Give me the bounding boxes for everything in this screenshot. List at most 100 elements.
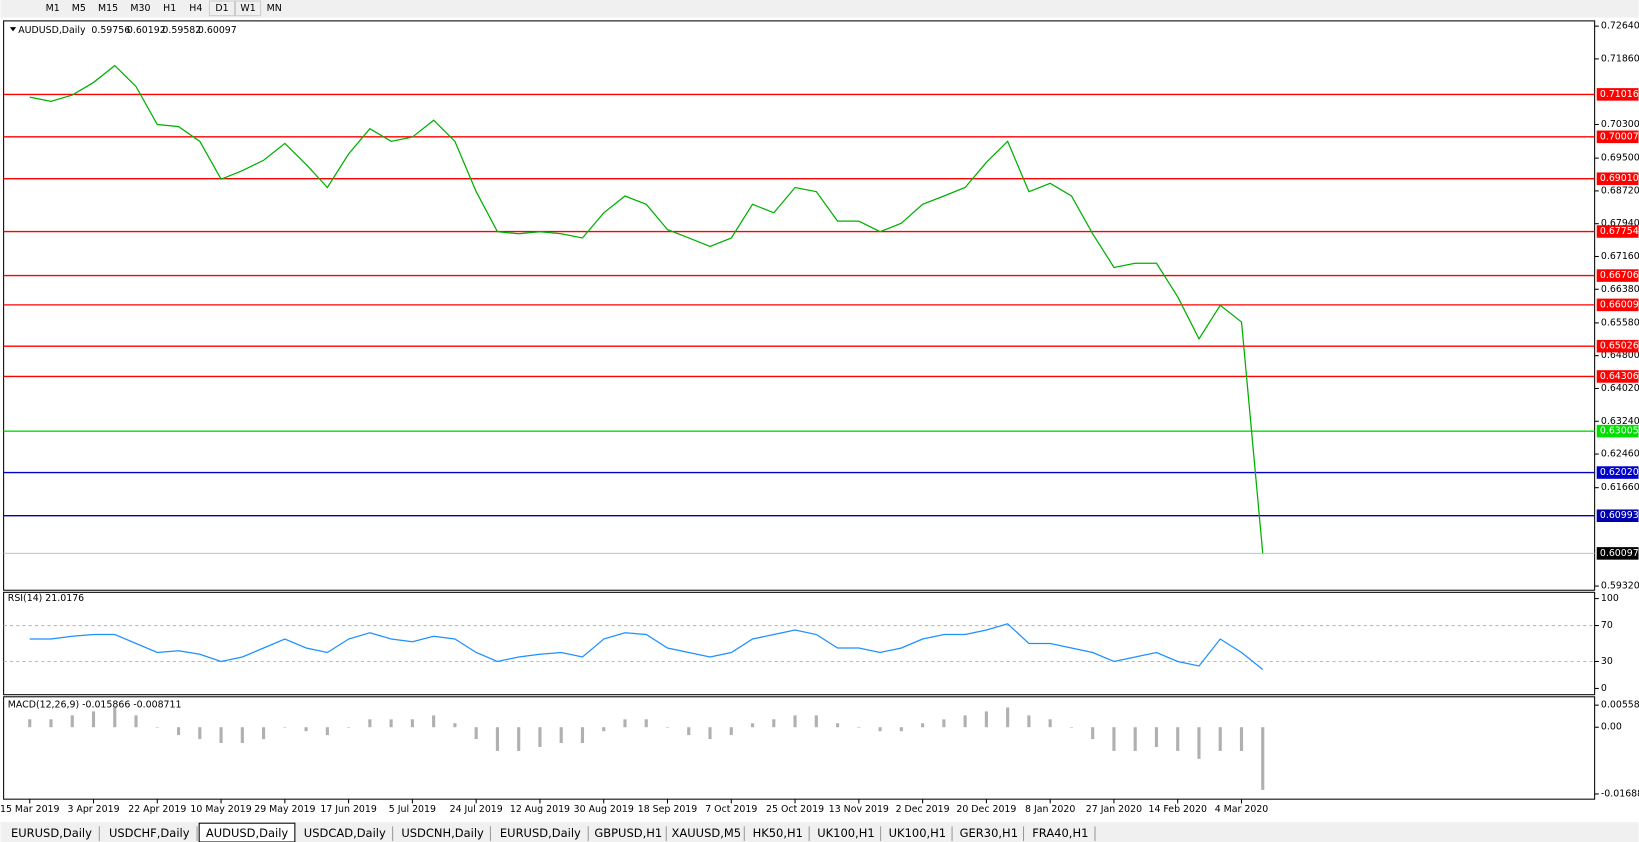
y-tick-label: 0.69500 <box>1601 153 1639 164</box>
chart-area <box>0 17 1639 823</box>
timeframe-label: H1 <box>163 3 176 14</box>
x-tick-label: 3 Apr 2019 <box>67 804 119 815</box>
tab-label: AUDUSD,Daily <box>206 826 289 840</box>
chart-tab[interactable] <box>746 825 810 842</box>
chart-tab[interactable] <box>668 825 745 842</box>
y-tick-label: 0.64020 <box>1601 383 1639 394</box>
macd-bar <box>687 727 691 736</box>
macd-bar <box>602 727 606 732</box>
macd-bar <box>368 719 372 728</box>
macd-bar <box>984 711 988 728</box>
macd-bar <box>28 719 32 728</box>
y-tick-label: 30 <box>1601 656 1613 667</box>
timeframe-button[interactable] <box>261 1 287 16</box>
macd-bar <box>347 727 351 728</box>
macd-bar <box>921 723 925 728</box>
chart-tab[interactable] <box>101 825 198 842</box>
y-tick-label: 0.70300 <box>1601 119 1639 130</box>
timeframe-button[interactable] <box>208 0 236 17</box>
tab-label: FRA40,H1 <box>1032 826 1088 840</box>
x-tick-label: 22 Apr 2019 <box>128 804 186 815</box>
current-price-tag <box>1596 547 1639 560</box>
x-tick-label: 18 Sep 2019 <box>638 804 698 815</box>
macd-bar <box>1112 727 1116 751</box>
timeframe-button[interactable] <box>40 1 66 16</box>
chart-tab[interactable] <box>198 822 296 842</box>
macd-bar <box>474 727 478 740</box>
macd-bar <box>750 723 755 728</box>
level-tag <box>1596 172 1639 185</box>
macd-bar <box>793 715 797 728</box>
timeframe-label: H4 <box>189 3 202 14</box>
chart-tab[interactable] <box>1025 825 1095 842</box>
x-tick-label: 5 Jul 2019 <box>389 804 436 815</box>
chart-tab[interactable] <box>394 825 491 842</box>
y-tick-label: 0.71860 <box>1601 53 1639 64</box>
macd-bar <box>963 715 967 728</box>
macd-bar <box>665 727 670 728</box>
chart-tab[interactable] <box>296 825 393 842</box>
chart-tab[interactable] <box>3 825 100 842</box>
level-tag <box>1596 424 1639 438</box>
y-tick-label: 0.63240 <box>1601 416 1639 427</box>
x-tick-label: 14 Feb 2020 <box>1148 804 1206 815</box>
chart-tab[interactable] <box>811 825 881 842</box>
timeframe-button[interactable] <box>183 1 209 16</box>
chart-tab[interactable] <box>492 825 589 842</box>
macd-bar <box>389 719 393 728</box>
chart-tab[interactable] <box>882 825 953 842</box>
macd-bar <box>644 719 648 728</box>
chart-tab[interactable] <box>590 825 667 842</box>
timeframe-button[interactable] <box>157 1 183 16</box>
macd-bar <box>1006 707 1010 728</box>
macd-bar <box>538 727 542 747</box>
ohlc-value: 0.60192 <box>127 25 166 36</box>
y-tick-label: 0.005587 <box>1601 700 1639 711</box>
panel-title: MACD(12,26,9) -0.015866 -0.008711 <box>8 700 182 711</box>
y-tick-label: 0.61660 <box>1601 482 1639 493</box>
current-price-label: 0.60097 <box>1600 548 1639 559</box>
rsi-line <box>29 623 1264 671</box>
y-tick-label: 0.66380 <box>1601 284 1639 295</box>
timeframe-label: D1 <box>215 3 228 14</box>
macd-bar <box>91 711 96 728</box>
tab-label: USDCNH,Daily <box>401 826 484 840</box>
level-label: 0.62020 <box>1600 467 1639 478</box>
macd-bar <box>836 723 840 728</box>
macd-bar <box>772 719 776 728</box>
timeframe-button[interactable] <box>235 0 262 17</box>
y-tick-label: 0.64800 <box>1601 350 1639 361</box>
tab-label: EURUSD,Daily <box>500 826 581 840</box>
level-label: 0.66706 <box>1600 270 1639 281</box>
timeframe-button[interactable] <box>92 1 124 16</box>
x-tick-label: 30 Aug 2019 <box>574 804 634 815</box>
level-label: 0.65026 <box>1600 341 1639 352</box>
macd-bar <box>1239 727 1244 751</box>
ohlc-value: 0.59756 <box>91 25 130 36</box>
timeframe-label: M15 <box>98 3 118 14</box>
chart-tab[interactable] <box>954 825 1024 842</box>
tab-label: HK50,H1 <box>753 826 803 840</box>
macd-bar <box>49 719 53 728</box>
macd-bar <box>1027 715 1031 728</box>
macd-bar <box>198 727 202 740</box>
macd-bar <box>857 727 861 728</box>
ohlc-value: 0.59582 <box>162 25 201 36</box>
macd-bar <box>283 727 287 728</box>
macd-bar <box>432 715 436 728</box>
macd-bar <box>559 727 563 744</box>
level-tag <box>1596 370 1639 383</box>
tab-label: USDCAD,Daily <box>304 826 386 840</box>
timeframe-button[interactable] <box>66 1 92 16</box>
y-tick-label: 0.68720 <box>1601 185 1639 196</box>
x-tick-label: 12 Aug 2019 <box>510 804 570 815</box>
macd-bar <box>176 727 181 736</box>
macd-bar <box>580 727 585 744</box>
x-tick-label: 17 Jun 2019 <box>320 804 377 815</box>
panel-title: AUDUSD,Daily <box>18 25 86 36</box>
y-tick-label: 0.67940 <box>1601 218 1639 229</box>
timeframe-button[interactable] <box>124 1 157 16</box>
x-tick-label: 29 May 2019 <box>254 804 315 815</box>
